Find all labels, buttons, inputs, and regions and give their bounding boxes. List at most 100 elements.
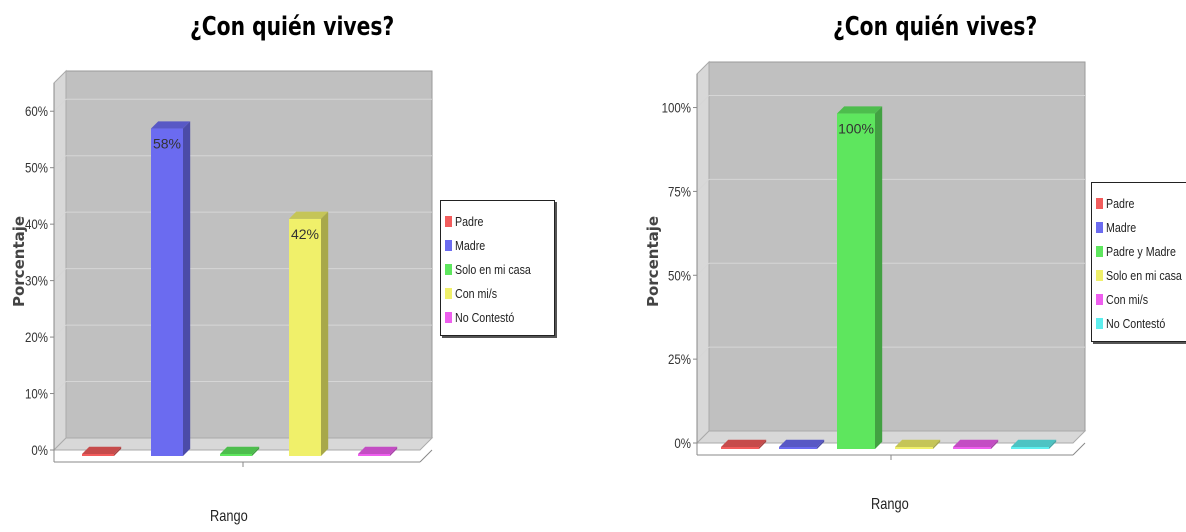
legend-item: Padre [445,209,548,233]
legend-item: Padre y Madre [1096,239,1186,263]
plot-side-wall [53,69,67,452]
bar-front [151,128,183,456]
legend-label: Solo en mi casa [455,261,531,277]
gridline-side [696,179,710,192]
legend-label: Con mi/s [1106,291,1149,307]
y-tick-label: 30% [25,272,48,288]
gridline-side [696,346,710,360]
bar-top [953,439,999,447]
legend-item: Con mi/s [445,281,548,305]
gridline-side [53,324,67,338]
bar-front [779,447,817,449]
bar-side [321,211,329,456]
bar-top [1011,439,1057,447]
bar-no-contest- [358,446,398,456]
gridline-side [696,262,710,276]
bar-front [895,447,933,449]
x-axis-line-depth [1072,442,1086,456]
y-tick-label: 100% [662,99,691,115]
legend-label: Padre y Madre [1106,243,1176,259]
plot-back-wall [708,61,1086,432]
bar-front [289,218,321,456]
legend-swatch [445,311,452,323]
bar-data-label: 42% [291,226,319,242]
x-axis-label: Rango [210,508,248,525]
legend-swatch [445,239,452,251]
legend-item: No Contestó [445,305,548,329]
bar-no-contest- [1011,439,1057,449]
bar-top [358,446,398,454]
legend-label: No Contestó [455,309,515,325]
legend-item: Con mi/s [1096,287,1186,311]
bar-top [220,446,260,454]
bar-side [183,121,191,457]
legend-swatch [1096,245,1103,257]
bar-con-mi-s [953,439,999,449]
bar-top [895,439,941,447]
legend-swatch [1096,197,1103,209]
chart-panel-right: ¿Con quién vives? Porcentaje Rango 0% 25%… [593,0,1186,532]
chart-panel-left: ¿Con quién vives? Porcentaje Rango 0% 10%… [10,12,555,525]
bar-data-label: 58% [153,136,181,152]
y-tick-label: 0% [31,442,48,458]
gridline-side [53,211,67,225]
legend-item: Madre [1096,215,1186,239]
bar-data-label: 100% [838,121,874,137]
legend-swatch [1096,317,1103,329]
chart-plot: 0% 10% 20% 30% 40% 50% 60% 58% 42% [25,69,434,467]
legend-swatch [445,287,452,299]
legend-item: Solo en mi casa [1096,263,1186,287]
y-tick-label: 25% [668,351,691,367]
bar-top [779,439,825,447]
legend-swatch [1096,221,1103,233]
y-tick-label: 40% [25,216,48,232]
bar-side [991,439,999,449]
chart-title: ¿Con quién vives? [190,12,395,42]
bar-side [759,439,767,449]
bar-front [82,454,114,456]
bar-front [1011,447,1049,449]
legend-item: Solo en mi casa [445,257,548,281]
x-axis-label: Rango [871,496,909,513]
legend-label: Padre [1106,195,1135,211]
chart-title: ¿Con quién vives? [833,12,1038,42]
gridline-side [53,98,67,112]
bar-side [390,446,398,456]
y-tick-label: 20% [25,329,48,345]
y-tick-label: 50% [25,160,48,176]
bar-con-mi-s: 42% [289,211,329,456]
bar-top [837,106,883,114]
bar-front [220,454,252,456]
bar-madre: 58% [151,121,191,457]
y-tick-label: 0% [674,435,691,451]
y-tick-label: 60% [25,103,48,119]
bar-side [114,446,122,456]
y-tick-label: 75% [668,183,691,199]
bar-padre [721,439,767,449]
y-tick-label: 50% [668,267,691,283]
legend-item: No Contestó [1096,311,1186,335]
chart-legend: Padre Madre Padre y Madre Solo en mi casa Co… [1091,182,1186,342]
bar-solo-en-mi-casa [220,446,260,456]
legend-label: Padre [455,213,484,229]
bar-side [875,106,883,449]
bar-side [252,446,260,456]
bar-front [953,447,991,449]
gridline-side [53,268,67,281]
gridline-side [53,155,67,169]
legend-label: No Contestó [1106,315,1166,331]
legend-label: Con mi/s [455,285,498,301]
bar-front [721,447,759,449]
bar-front [358,454,390,456]
plot-side-wall [696,60,710,445]
plot-back-wall [65,70,433,439]
gridline-side [696,95,710,108]
legend-label: Solo en mi casa [1106,267,1182,283]
bar-side [817,439,825,449]
legend-label: Madre [1106,219,1137,235]
legend-swatch [1096,293,1103,305]
bar-padre [82,446,122,456]
x-axis-line-depth [419,449,433,463]
bar-side [1049,439,1057,449]
bar-top [82,446,122,454]
